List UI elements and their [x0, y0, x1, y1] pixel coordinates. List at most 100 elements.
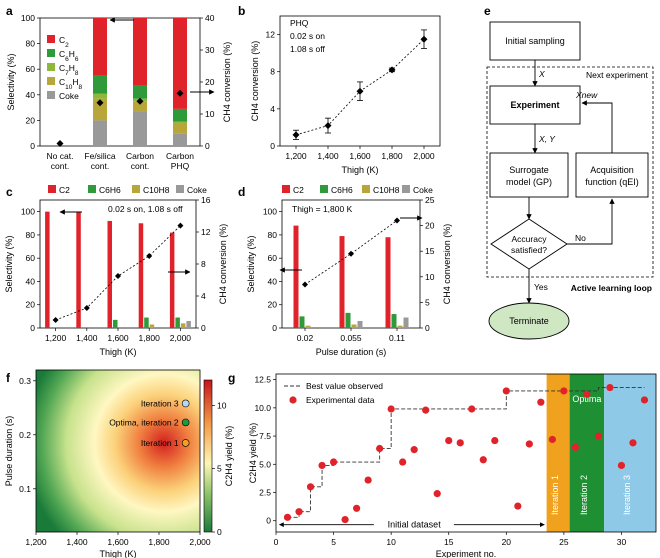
y2tick-label-a: 20 [205, 77, 215, 87]
xtick-label-f: 1,200 [25, 537, 47, 547]
experiment-point [456, 439, 464, 447]
legend-swatch-d [362, 185, 370, 193]
initial-dataset-label: Initial dataset [388, 520, 442, 530]
experiment-point [583, 390, 591, 398]
chart-c: 0 20 40 60 80 100 0 4 8 12 16 1,200 1,400 1,600 1,800 2… [4, 185, 228, 357]
cbar-tick-label: 0 [217, 527, 222, 537]
legend-swatch-c [48, 185, 56, 193]
ylabel-c: Selectivity (%) [4, 235, 14, 292]
point-f [181, 399, 190, 408]
arrow-no [567, 198, 615, 245]
experiment-point [468, 405, 476, 413]
xtick-label-f: 1,400 [66, 537, 88, 547]
chart-d: 0 20 40 60 80 100 0 5 10 15 20 25 0.02 0.055 0.11Pulse… [246, 185, 452, 357]
bar-d-C10H8 [397, 325, 403, 328]
legend-swatch-d [402, 185, 410, 193]
data-point-b [388, 66, 396, 74]
experiment-point [514, 502, 522, 510]
label-yes: Yes [534, 282, 548, 292]
active-learning-loop-frame [486, 66, 654, 278]
xtick-label-f: 1,600 [107, 537, 129, 547]
optima-label: Optima [572, 394, 601, 404]
legend-label-c: C2 [59, 185, 70, 195]
iteration-band-label: Iteration 3 [622, 475, 632, 515]
y2tick-label-d: 10 [425, 272, 435, 282]
ytick-label-b: 8 [270, 67, 275, 77]
ytick-label-g: 5.0 [259, 459, 271, 469]
legend-label-g: Experimental data [306, 395, 375, 405]
bar-d-C6H6 [299, 316, 305, 328]
iteration-band-label: Iteration 2 [579, 475, 589, 515]
xtick-label-b: 1,400 [317, 151, 339, 161]
terminate-label: Terminate [509, 316, 549, 326]
legend-label-d: C2 [293, 185, 304, 195]
experiment-point [491, 436, 499, 445]
legend-swatch-a [47, 91, 55, 99]
legend-swatch-a [47, 77, 55, 85]
ytick-label-a: 0 [30, 141, 35, 151]
conversion-line-d [304, 220, 398, 285]
legend-swatch-c [88, 185, 96, 193]
legend-label-a: C10H8 [59, 77, 83, 91]
y2tick-label-c: 12 [201, 227, 211, 237]
bar-d-C2 [293, 225, 299, 328]
ylabel-d: Selectivity (%) [246, 235, 256, 292]
data-point-b [420, 35, 428, 43]
legend-swatch-d [320, 185, 328, 193]
legend-swatch-c [132, 185, 140, 193]
iteration-band [569, 374, 605, 532]
legend-label-c: C10H8 [143, 185, 170, 195]
bar-c-C6H6 [113, 319, 118, 328]
bar-c-C10H8 [149, 324, 155, 328]
xtick-label-d: 0.055 [340, 333, 362, 343]
annotation-b: 1.08 s off [290, 44, 325, 54]
legend-label-d: Coke [413, 185, 433, 195]
cbar-tick-label: 5 [217, 464, 222, 474]
xlabel-d: Pulse duration (s) [316, 347, 387, 357]
experiment-point [306, 483, 315, 491]
legend-label-a: C7H8 [59, 63, 79, 77]
bar-a-C6H6 [133, 85, 147, 99]
xtick-label-g: 0 [274, 537, 279, 547]
ytick-label-a: 20 [26, 115, 36, 125]
experiment-point [341, 515, 349, 524]
bar-c-C2 [169, 232, 175, 328]
accuracy-label-line2: satisfied? [511, 245, 547, 255]
bar-c-C6H6 [144, 317, 149, 328]
xlabel-f: Thigh (K) [99, 549, 136, 558]
accuracy-label-line1: Accuracy [512, 234, 548, 244]
y2tick-label-a: 10 [205, 109, 215, 119]
experiment-point [548, 435, 556, 444]
bar-c-Coke [186, 321, 191, 328]
bar-c-C2 [45, 211, 50, 328]
panel-label-b: b [238, 4, 245, 18]
experiment-point [364, 476, 372, 484]
ytick-label-d: 40 [268, 276, 278, 286]
y2tick-label-d: 25 [425, 195, 435, 205]
ytick-label-g: 12.5 [254, 375, 271, 385]
bar-a-C2 [133, 18, 147, 86]
bar-c-C2 [107, 220, 112, 328]
experiment-point [640, 396, 649, 404]
xtick-label-c: 1,800 [139, 333, 161, 343]
y2tick-label-d: 20 [425, 221, 435, 231]
experiment-point [422, 406, 430, 414]
experiment-point [629, 439, 637, 447]
data-point-b [292, 131, 300, 139]
xtick-label-a: cont. [91, 161, 109, 171]
xtick-label-a: PHQ [171, 161, 190, 171]
ytick-label-c: 80 [26, 230, 36, 240]
bar-d-C10H8 [305, 325, 311, 328]
ytick-label-c: 20 [26, 300, 36, 310]
legend-swatch-a [47, 35, 55, 43]
xtick-label-b: 1,600 [349, 151, 371, 161]
conversion-point-d [302, 281, 308, 288]
y2tick-label-a: 40 [205, 13, 215, 23]
surrogate-label-line1: Surrogate [509, 165, 549, 175]
bar-a-C7H8 [93, 93, 107, 99]
panel-label-d: d [238, 185, 245, 199]
bar-a-C6H6 [173, 108, 187, 122]
accuracy-decision-diamond [490, 218, 568, 270]
y2label-a: CH4 conversion (%) [222, 42, 232, 123]
